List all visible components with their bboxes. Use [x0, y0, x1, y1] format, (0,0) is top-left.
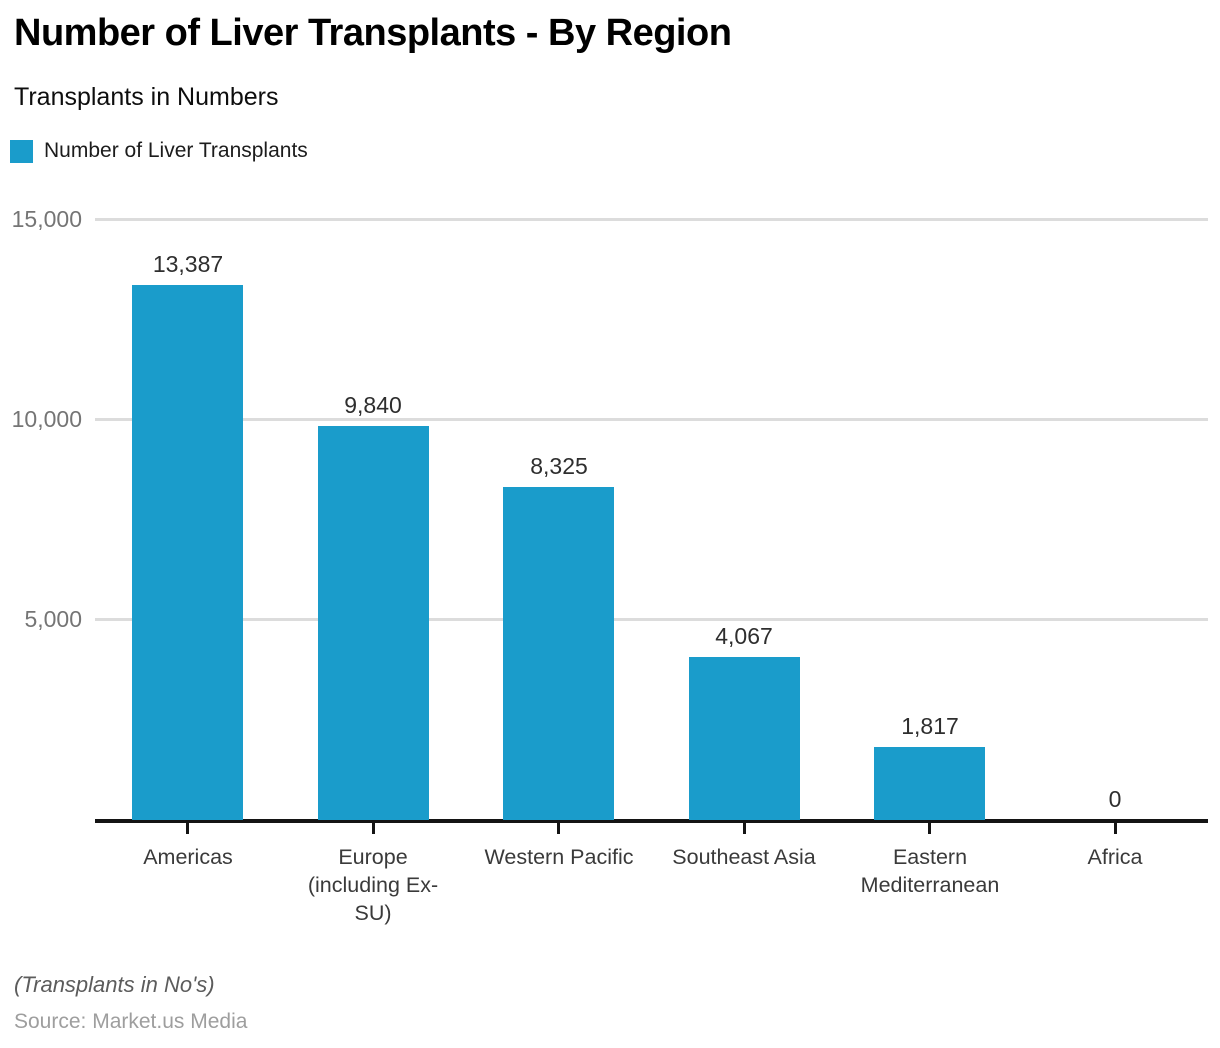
bar-value-label: 1,817: [901, 713, 959, 739]
bar-value-label: 4,067: [715, 623, 773, 649]
x-axis-category-label: Africa: [1087, 845, 1143, 869]
x-axis-category-label: Southeast Asia: [672, 845, 816, 869]
bar-value-label: 9,840: [344, 392, 402, 418]
x-axis-category-label: Eastern Mediterranean: [860, 845, 1000, 897]
x-axis-line: [95, 819, 1208, 823]
bar-europe-including-ex-su-: [318, 426, 429, 820]
bar-southeast-asia: [689, 657, 800, 820]
bar-value-label: 0: [1108, 786, 1122, 812]
x-axis-tick: [743, 823, 746, 834]
chart-title: Number of Liver Transplants - By Region: [14, 12, 732, 54]
legend-label: Number of Liver Transplants: [44, 139, 308, 162]
y-axis-tick-label: 15,000: [11, 206, 82, 232]
bar-americas: [132, 285, 243, 820]
bar-value-label: 13,387: [152, 251, 224, 277]
gridline-5,000: [95, 618, 1208, 621]
bar-eastern-mediterranean: [874, 747, 985, 820]
bar-value-label: 8,325: [530, 453, 588, 479]
legend-swatch-icon: [10, 139, 33, 163]
bar-western-pacific: [503, 487, 614, 820]
chart-subtitle: Transplants in Numbers: [14, 83, 279, 111]
x-axis-tick: [372, 823, 375, 834]
x-axis-tick: [557, 823, 560, 834]
y-axis-tick-label: 10,000: [11, 406, 82, 432]
x-axis-tick: [186, 823, 189, 834]
x-axis-tick: [1114, 823, 1117, 834]
x-axis-category-label: Europe (including Ex- SU): [307, 845, 439, 925]
gridline-15,000: [95, 218, 1208, 221]
y-axis-tick-label: 5,000: [24, 606, 82, 632]
x-axis-tick: [928, 823, 931, 834]
legend: Number of Liver Transplants: [10, 139, 308, 163]
source-credit: Source: Market.us Media: [14, 1010, 248, 1033]
gridline-10,000: [95, 418, 1208, 421]
footnote: (Transplants in No's): [14, 972, 215, 997]
x-axis-category-label: Western Pacific: [484, 845, 634, 869]
x-axis-category-label: Americas: [143, 845, 233, 869]
